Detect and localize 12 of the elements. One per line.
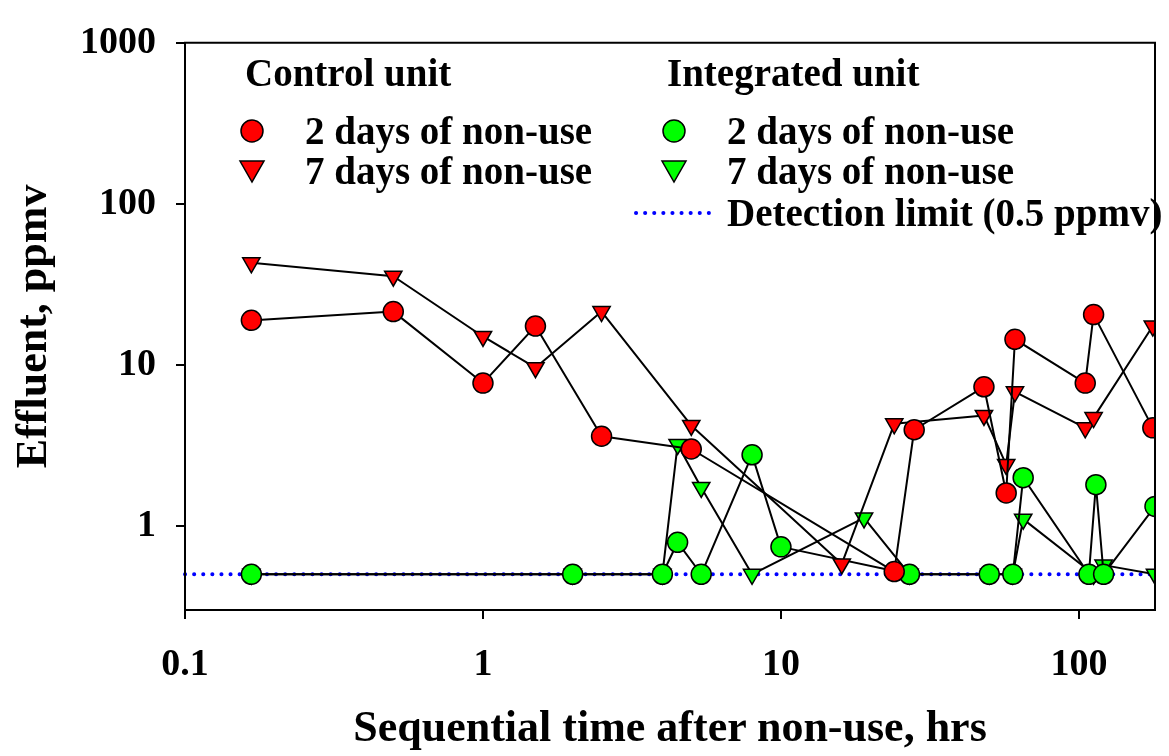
x-tick-label: 0.1 [161, 640, 209, 683]
x-tick-label: 1 [473, 640, 493, 683]
y-tick-label: 1000 [80, 18, 156, 61]
x-tick-label: 10 [761, 640, 800, 683]
annotation: Integrated unit [667, 49, 920, 96]
x-axis-title: Sequential time after non-use, hrs [353, 701, 987, 751]
y-tick-label: 10 [118, 340, 156, 383]
annotation: Control unit [245, 49, 452, 96]
y-tick-label: 100 [99, 179, 156, 222]
x-tick-label: 100 [1050, 640, 1108, 683]
y-tick-label: 1 [137, 501, 156, 544]
y-axis-title: Effluent, ppmv [6, 184, 56, 469]
